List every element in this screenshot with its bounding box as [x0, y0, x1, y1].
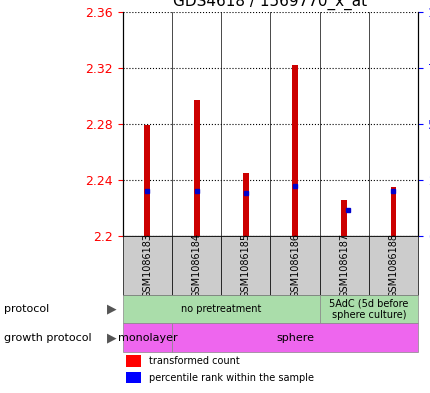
- Text: GSM1086187: GSM1086187: [338, 233, 348, 298]
- FancyBboxPatch shape: [270, 236, 319, 295]
- Text: ▶: ▶: [107, 331, 117, 344]
- FancyBboxPatch shape: [368, 236, 417, 295]
- FancyBboxPatch shape: [319, 295, 417, 323]
- Text: protocol: protocol: [4, 304, 49, 314]
- Bar: [390, 187, 396, 236]
- Bar: [126, 355, 140, 367]
- Text: transformed count: transformed count: [149, 356, 240, 366]
- Text: GSM1086188: GSM1086188: [387, 233, 398, 298]
- Text: ▶: ▶: [107, 303, 117, 316]
- Text: no pretreatment: no pretreatment: [181, 304, 261, 314]
- Text: GSM1086184: GSM1086184: [191, 233, 201, 298]
- FancyBboxPatch shape: [319, 236, 368, 295]
- Bar: [292, 65, 297, 236]
- FancyBboxPatch shape: [172, 323, 417, 352]
- Bar: [126, 372, 140, 384]
- Text: GSM1086183: GSM1086183: [142, 233, 152, 298]
- Title: GDS4618 / 1569770_x_at: GDS4618 / 1569770_x_at: [173, 0, 367, 11]
- Bar: [341, 200, 347, 236]
- Bar: [243, 173, 248, 236]
- FancyBboxPatch shape: [123, 295, 319, 323]
- FancyBboxPatch shape: [172, 236, 221, 295]
- Text: sphere: sphere: [275, 332, 313, 343]
- Text: percentile rank within the sample: percentile rank within the sample: [149, 373, 313, 383]
- Text: 5AdC (5d before
sphere culture): 5AdC (5d before sphere culture): [329, 299, 408, 320]
- FancyBboxPatch shape: [221, 236, 270, 295]
- FancyBboxPatch shape: [123, 323, 172, 352]
- Bar: [193, 100, 199, 236]
- Text: growth protocol: growth protocol: [4, 332, 92, 343]
- Bar: [144, 125, 150, 236]
- Text: GSM1086186: GSM1086186: [289, 233, 299, 298]
- FancyBboxPatch shape: [123, 236, 172, 295]
- Text: monolayer: monolayer: [117, 332, 177, 343]
- Text: GSM1086185: GSM1086185: [240, 233, 250, 298]
